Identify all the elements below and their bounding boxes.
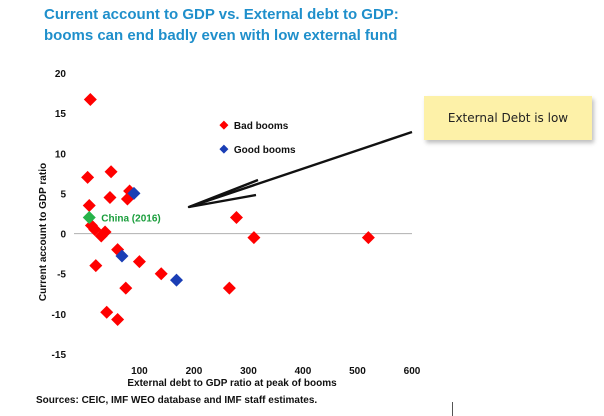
x-tick-label: 500	[349, 366, 366, 377]
bad-booms-point	[229, 211, 243, 225]
bad-booms-point	[81, 170, 95, 184]
x-tick-label: 200	[186, 366, 203, 377]
tick-labels: -15 -10 -5 0 5 10 15 20 100 200 300 400 500 600	[52, 69, 421, 377]
good-booms-point	[127, 186, 141, 200]
good-booms-point	[169, 273, 183, 287]
bad-booms-point	[222, 281, 236, 295]
bad-booms-point	[103, 190, 117, 204]
data-points	[81, 92, 375, 326]
bad-booms-point	[154, 267, 168, 281]
bad-booms-point	[82, 198, 96, 212]
y-tick-label: 20	[55, 69, 67, 80]
y-tick-label: 0	[60, 230, 66, 241]
y-tick-label: 15	[55, 109, 67, 120]
y-tick-label: 5	[60, 189, 66, 200]
bad-booms-point	[83, 92, 97, 106]
x-axis-label: External debt to GDP ratio at peak of bo…	[127, 378, 337, 389]
x-tick-label: 600	[404, 366, 421, 377]
annotation-arrow-head	[187, 178, 259, 209]
bad-booms-point	[89, 259, 103, 273]
annotation-arrow-shaft	[188, 130, 413, 209]
bad-booms-point	[361, 231, 375, 245]
x-tick-label: 300	[240, 366, 257, 377]
y-tick-label: -5	[57, 270, 66, 281]
bad-booms-point	[98, 225, 112, 239]
annotation-china: China (2016)	[101, 214, 160, 225]
china-point	[82, 211, 96, 225]
x-tick-label: 400	[295, 366, 312, 377]
callout-note: External Debt is low	[424, 96, 592, 140]
y-tick-label: -15	[52, 350, 67, 361]
bad-booms-point	[247, 231, 261, 245]
bad-booms-point	[120, 192, 134, 206]
legend: Bad booms Good booms	[219, 120, 296, 156]
legend-marker	[219, 144, 229, 154]
bad-booms-point	[132, 255, 146, 269]
callout-text: External Debt is low	[447, 111, 569, 125]
y-tick-label: 10	[55, 149, 67, 160]
legend-label: Bad booms	[234, 121, 289, 132]
bad-booms-point	[104, 165, 118, 179]
cursor-marker	[452, 402, 453, 416]
bad-booms-point	[119, 281, 133, 295]
chart-title-line-2: booms can end badly even with low extern…	[44, 27, 398, 44]
source-note: Sources: CEIC, IMF WEO database and IMF …	[36, 395, 318, 406]
y-axis-label: Current account to GDP ratio	[38, 163, 49, 301]
legend-marker	[219, 120, 229, 130]
legend-label: Good booms	[234, 145, 296, 156]
good-booms-point	[115, 249, 129, 263]
bad-booms-point	[111, 312, 125, 326]
x-tick-label: 100	[131, 366, 148, 377]
y-tick-label: -10	[52, 310, 67, 321]
chart-title-line-1: Current account to GDP vs. External debt…	[44, 6, 399, 23]
bad-booms-point	[100, 305, 114, 319]
